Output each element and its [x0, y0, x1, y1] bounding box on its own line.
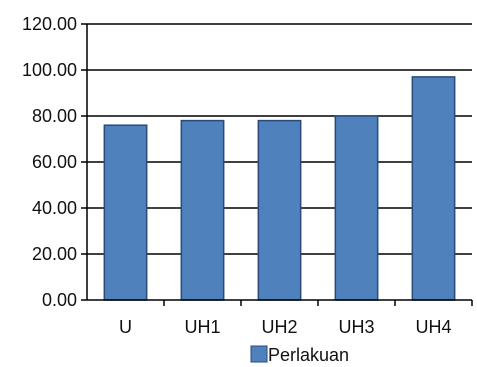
y-tick-label: 100.00	[22, 60, 77, 80]
y-tick-label: 40.00	[32, 198, 77, 218]
y-tick-label: 120.00	[22, 14, 77, 34]
axes	[86, 24, 472, 301]
x-tick-label: U	[119, 317, 132, 337]
y-tick-label: 80.00	[32, 106, 77, 126]
bar-u	[103, 124, 148, 301]
legend-label: Perlakuan	[268, 345, 349, 365]
bar-uh3	[334, 115, 379, 301]
y-tick-label: 0.00	[42, 290, 77, 310]
y-tick-label: 60.00	[32, 152, 77, 172]
bar-uh4	[411, 76, 456, 301]
x-tick-label: UH3	[338, 317, 374, 337]
bar-uh2	[257, 119, 302, 301]
bar-uh1	[180, 119, 225, 301]
x-tick-label: UH2	[261, 317, 297, 337]
legend: Perlakuan	[250, 345, 349, 365]
x-tick-labels: U UH1 UH2 UH3 UH4	[119, 317, 452, 337]
bar-series	[103, 76, 473, 306]
y-tick-label: 20.00	[32, 244, 77, 264]
x-tick-label: UH1	[184, 317, 220, 337]
y-tick-labels: 0.00 20.00 40.00 60.00 80.00 100.00 120.00	[22, 14, 77, 310]
x-tick-label: UH4	[415, 317, 451, 337]
legend-swatch	[250, 345, 268, 363]
